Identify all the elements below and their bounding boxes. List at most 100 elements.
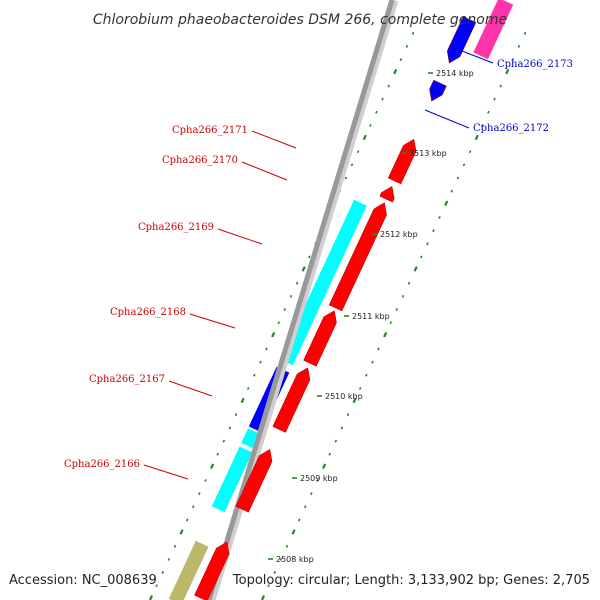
- outer-tick-mark: [444, 200, 449, 206]
- inner-tick-mark: [375, 110, 378, 114]
- outer-tick-mark: [395, 308, 399, 312]
- outer-tick-mark: [523, 31, 527, 35]
- gene-label-leader: [241, 161, 288, 181]
- outer-tick-track: [261, 31, 527, 600]
- inner-tick-mark: [161, 571, 165, 575]
- outer-tick-mark: [310, 492, 313, 496]
- gene-label: Cpha266_2172: [473, 123, 549, 134]
- inner-tick-mark: [411, 31, 415, 35]
- cds-2173-cog-band: [473, 0, 514, 60]
- inner-tick-mark: [387, 84, 390, 88]
- outer-tick-mark: [517, 45, 521, 48]
- outer-tick-mark: [462, 163, 466, 167]
- inner-tick-mark: [149, 595, 154, 600]
- outer-tick-mark: [346, 413, 350, 417]
- inner-tick-mark: [185, 518, 189, 522]
- outer-tick-mark: [493, 97, 496, 101]
- gene-label: Cpha266_2169: [138, 222, 214, 233]
- outer-tick-mark: [273, 571, 277, 575]
- inner-tick-mark: [259, 360, 262, 364]
- cds-2168-arrow: [303, 310, 337, 367]
- inner-tick-mark: [198, 492, 201, 496]
- cds-2167-arrow: [272, 367, 311, 433]
- backbone-line: [206, 0, 395, 600]
- inner-tick-mark: [399, 58, 403, 62]
- outer-tick-mark: [426, 242, 429, 246]
- cds-feature-track: [194, 0, 514, 600]
- inner-tick-mark: [167, 557, 171, 561]
- inner-tick-mark: [393, 68, 398, 75]
- gene-label-leader: [424, 109, 470, 129]
- outer-tick-mark: [456, 176, 460, 180]
- cds-2166-arrow: [194, 541, 230, 600]
- inner-tick-mark: [155, 584, 158, 588]
- inner-tick-mark: [253, 373, 256, 377]
- cog-cyan-band-1: [211, 446, 253, 513]
- inner-tick-mark: [356, 150, 360, 154]
- inner-tick-mark: [308, 255, 311, 259]
- outer-tick-mark: [413, 266, 418, 272]
- cog-tan-band: [168, 540, 209, 600]
- gene-label-leader: [143, 464, 189, 480]
- gene-label-layer: Cpha266_2173 Cpha266_2172 Cpha266_2171 Cpha…: [64, 45, 573, 480]
- inner-tick-mark: [210, 463, 215, 469]
- kbp-tick-label: 2514 kbp: [436, 69, 474, 78]
- inner-tick-mark: [191, 505, 195, 509]
- kbp-tick-label: 2513 kbp: [409, 149, 447, 158]
- inner-tick-mark: [265, 347, 268, 351]
- outer-tick-mark: [450, 189, 454, 193]
- outer-tick-mark: [389, 321, 393, 325]
- gene-label-leader: [251, 130, 297, 149]
- outer-tick-mark: [487, 110, 490, 114]
- inner-tick-mark: [204, 479, 207, 482]
- map-title: Chlorobium phaeobacteroides DSM 266, com…: [93, 12, 507, 28]
- outer-tick-mark: [371, 360, 374, 364]
- outer-tick-mark: [438, 215, 441, 219]
- outer-tick-mark: [407, 281, 411, 285]
- inner-tick-mark: [369, 123, 372, 127]
- outer-tick-mark: [358, 386, 362, 390]
- outer-tick-mark: [511, 58, 515, 62]
- outer-tick-mark: [261, 595, 266, 600]
- gene-label-leader: [168, 380, 213, 397]
- outer-tick-mark: [499, 84, 502, 88]
- inner-tick-mark: [234, 413, 238, 417]
- inner-tick-mark: [295, 281, 299, 285]
- outer-tick-mark: [322, 463, 327, 469]
- gene-label-leader: [448, 45, 494, 64]
- inner-tick-mark: [240, 397, 245, 404]
- outer-tick-mark: [468, 150, 472, 154]
- cds-2171-arrow: [387, 138, 417, 185]
- inner-tick-mark: [179, 529, 184, 535]
- inner-tick-mark: [216, 452, 219, 456]
- inner-tick-mark: [271, 331, 276, 338]
- outer-tick-mark: [316, 479, 319, 482]
- inner-tick-mark: [173, 544, 177, 548]
- inner-tick-mark: [362, 134, 367, 141]
- outer-tick-mark: [267, 584, 270, 588]
- gene-label: Cpha266_2166: [64, 459, 140, 470]
- outer-tick-mark: [365, 373, 368, 377]
- genome-backbone: [206, 0, 399, 600]
- inner-tick-mark: [350, 163, 354, 167]
- gene-label-leader: [189, 313, 236, 329]
- outer-tick-mark: [303, 505, 307, 509]
- accession-text: Accession: NC_008639: [9, 573, 157, 588]
- outer-tick-mark: [505, 68, 510, 75]
- inner-tick-mark: [283, 308, 287, 312]
- inner-tick-mark: [301, 266, 306, 272]
- inner-tick-mark: [222, 439, 226, 443]
- outer-tick-mark: [297, 518, 301, 522]
- gene-label-leader: [217, 228, 263, 245]
- kbp-tick-label: 2508 kbp: [276, 555, 314, 564]
- cds-2170-arrow: [379, 186, 395, 203]
- gene-label: Cpha266_2170: [162, 155, 238, 166]
- gene-label: Cpha266_2167: [89, 374, 165, 385]
- cds-2172-arrow: [429, 79, 447, 102]
- inner-tick-mark: [246, 386, 250, 390]
- kbp-tick-label: 2511 kbp: [352, 312, 390, 321]
- outer-tick-mark: [285, 544, 289, 548]
- inner-tick-mark: [289, 294, 293, 298]
